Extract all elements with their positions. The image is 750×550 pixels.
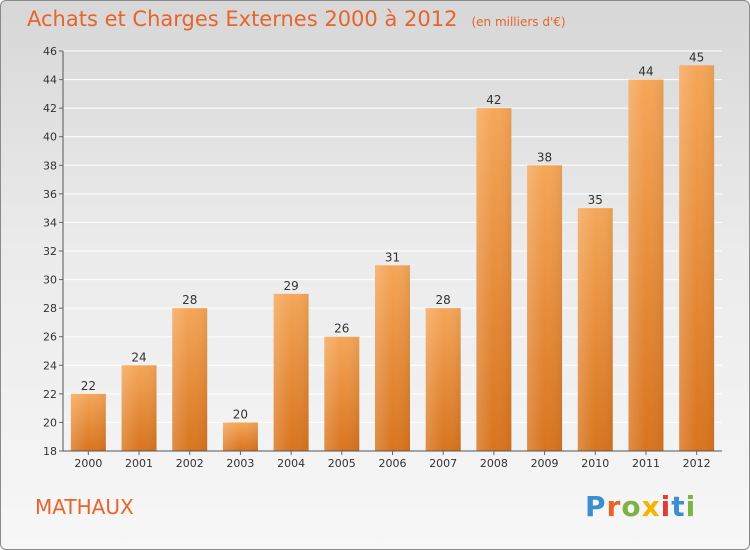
bar-shade [222, 422, 258, 451]
bar-shade [476, 108, 512, 452]
x-tick-label: 2005 [328, 457, 356, 470]
data-label: 26 [334, 322, 349, 336]
bar-shade [375, 265, 410, 451]
chart-title-text: Achats et Charges Externes 2000 à 2012 [27, 7, 458, 31]
bar-shade [577, 208, 613, 451]
y-tick-label: 20 [43, 416, 57, 429]
data-label: 35 [588, 193, 603, 207]
x-tick-label: 2008 [480, 457, 508, 470]
y-tick-label: 46 [43, 45, 57, 58]
bar-shade [121, 365, 157, 451]
y-tick-label: 32 [43, 245, 57, 258]
y-tick-label: 24 [43, 359, 57, 372]
bar-shade [172, 308, 208, 451]
logo-letter: P [585, 490, 607, 523]
data-label: 24 [131, 350, 146, 364]
bar-shade [70, 393, 106, 451]
bar-shade [527, 165, 563, 452]
proxiti-logo: Proxiti [585, 490, 696, 523]
x-tick-label: 2004 [277, 457, 305, 470]
y-tick-label: 26 [43, 331, 57, 344]
x-tick-label: 2011 [632, 457, 660, 470]
bar-layer: 22 24 28 20 29 26 31 28 42 38 35 44 45 [70, 50, 715, 452]
x-tick-label: 2007 [429, 457, 457, 470]
x-tick-label: 2006 [379, 457, 407, 470]
x-tick-label: 2000 [74, 457, 102, 470]
logo-letter: i [660, 490, 672, 523]
data-label: 29 [283, 279, 298, 293]
x-tick-label: 2009 [531, 457, 559, 470]
bar-shade [324, 336, 360, 451]
data-label: 38 [537, 150, 552, 164]
data-label: 28 [182, 293, 197, 307]
bar-shade [679, 65, 715, 452]
logo-letter: x [641, 490, 661, 523]
commune-name: MATHAUX [35, 495, 134, 519]
y-tick-label: 38 [43, 159, 57, 172]
bar-shade [425, 308, 461, 451]
logo-letter: r [606, 490, 622, 523]
chart-unit: (en milliers d'€) [471, 15, 566, 29]
x-tick-label: 2002 [176, 457, 204, 470]
data-label: 28 [436, 293, 451, 307]
x-tick-label: 2010 [581, 457, 609, 470]
x-tick-label: 2003 [226, 457, 254, 470]
data-label: 31 [385, 250, 400, 264]
data-label: 44 [638, 65, 653, 79]
y-tick-label: 30 [43, 274, 57, 287]
bar-shade [273, 293, 309, 451]
y-tick-label: 34 [43, 216, 57, 229]
logo-letter: t [671, 490, 686, 523]
y-tick-label: 18 [43, 445, 57, 458]
chart-title: Achats et Charges Externes 2000 à 2012 (e… [27, 7, 566, 31]
axis-layer: 18 20 22 24 26 28 30 32 34 36 38 40 42 44 46 2000 2001 20… [43, 45, 722, 470]
y-tick-label: 44 [43, 74, 57, 87]
logo-letter: i [685, 490, 697, 523]
data-label: 42 [486, 93, 501, 107]
x-tick-label: 2001 [125, 457, 153, 470]
y-tick-label: 28 [43, 302, 57, 315]
data-label: 45 [689, 50, 704, 64]
y-tick-label: 40 [43, 131, 57, 144]
y-tick-label: 36 [43, 188, 57, 201]
data-label: 22 [81, 379, 96, 393]
y-tick-label: 22 [43, 388, 57, 401]
x-tick-label: 2012 [683, 457, 711, 470]
y-tick-label: 42 [43, 102, 57, 115]
data-label: 20 [233, 407, 248, 421]
bar-shade [628, 79, 664, 452]
logo-letter: o [621, 490, 642, 523]
